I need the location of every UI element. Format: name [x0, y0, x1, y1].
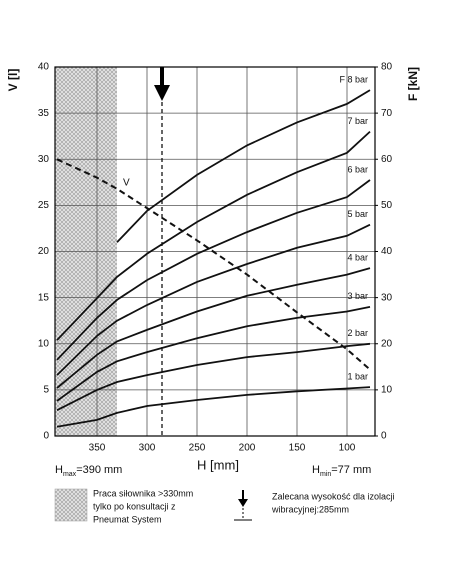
y-tick-label: 30 [38, 154, 50, 165]
arrow-icon [234, 490, 252, 521]
y2-axis-label: F [kN] [406, 67, 420, 101]
series-label: 2 bar [347, 328, 368, 338]
series-line [56, 223, 371, 376]
note-line: tylko po konsultacji z [93, 501, 176, 511]
x-tick-label: 200 [239, 443, 256, 454]
note-line: Pneumat System [93, 514, 162, 524]
y2-tick-label: 20 [381, 338, 393, 349]
x-tick-label: 100 [339, 443, 356, 454]
y-tick-label: 35 [38, 108, 50, 119]
series-label: V [123, 177, 130, 188]
note-line: Zalecana wysokość dla izolacji [272, 491, 395, 501]
hatch-swatch [54, 488, 88, 522]
series-label: 4 bar [347, 252, 368, 262]
y2-tick-label: 0 [381, 431, 387, 442]
series-line [56, 267, 371, 389]
y-axis-label: V [l] [6, 69, 20, 92]
plot-frame [54, 66, 376, 437]
series-line [56, 306, 371, 402]
x-tick-label: 350 [89, 443, 106, 454]
series-line [56, 386, 371, 428]
y-tick-label: 0 [43, 431, 49, 442]
note-line: Praca siłownika >330mm [93, 488, 193, 498]
recommended-arrow-head [154, 85, 170, 101]
y-tick-label: 10 [38, 338, 50, 349]
y-tick-label: 25 [38, 200, 50, 211]
series-label: F 8 bar [339, 74, 368, 84]
series-label: 5 bar [347, 209, 368, 219]
y2-tick-label: 10 [381, 385, 393, 396]
series-label: 3 bar [347, 291, 368, 301]
y2-tick-label: 50 [381, 200, 393, 211]
y-tick-label: 20 [38, 246, 50, 257]
y-tick-label: 40 [38, 62, 50, 73]
y2-tick-label: 40 [381, 246, 393, 257]
y2-tick-label: 30 [381, 292, 393, 303]
x-axis-label: H [mm] [197, 457, 239, 472]
x-tick-label: 300 [139, 443, 156, 454]
series-line [56, 179, 371, 361]
h-max: Hmax=390 mm [55, 464, 122, 478]
series-label: 7 bar [347, 116, 368, 126]
series-line [56, 130, 371, 341]
y-tick-label: 15 [38, 292, 50, 303]
series-line [56, 342, 371, 412]
x-tick-label: 150 [289, 443, 306, 454]
y2-tick-label: 80 [381, 62, 393, 73]
y2-tick-label: 70 [381, 108, 393, 119]
x-tick-label: 250 [189, 443, 206, 454]
series-line [56, 158, 371, 371]
series-label: 6 bar [347, 164, 368, 174]
series-label: 1 bar [347, 371, 368, 381]
y-tick-label: 5 [43, 385, 49, 396]
y2-tick-label: 60 [381, 154, 393, 165]
h-min: Hmin=77 mm [312, 464, 371, 478]
series-line [116, 89, 371, 243]
note-line: wibracyjnej:285mm [271, 504, 349, 514]
